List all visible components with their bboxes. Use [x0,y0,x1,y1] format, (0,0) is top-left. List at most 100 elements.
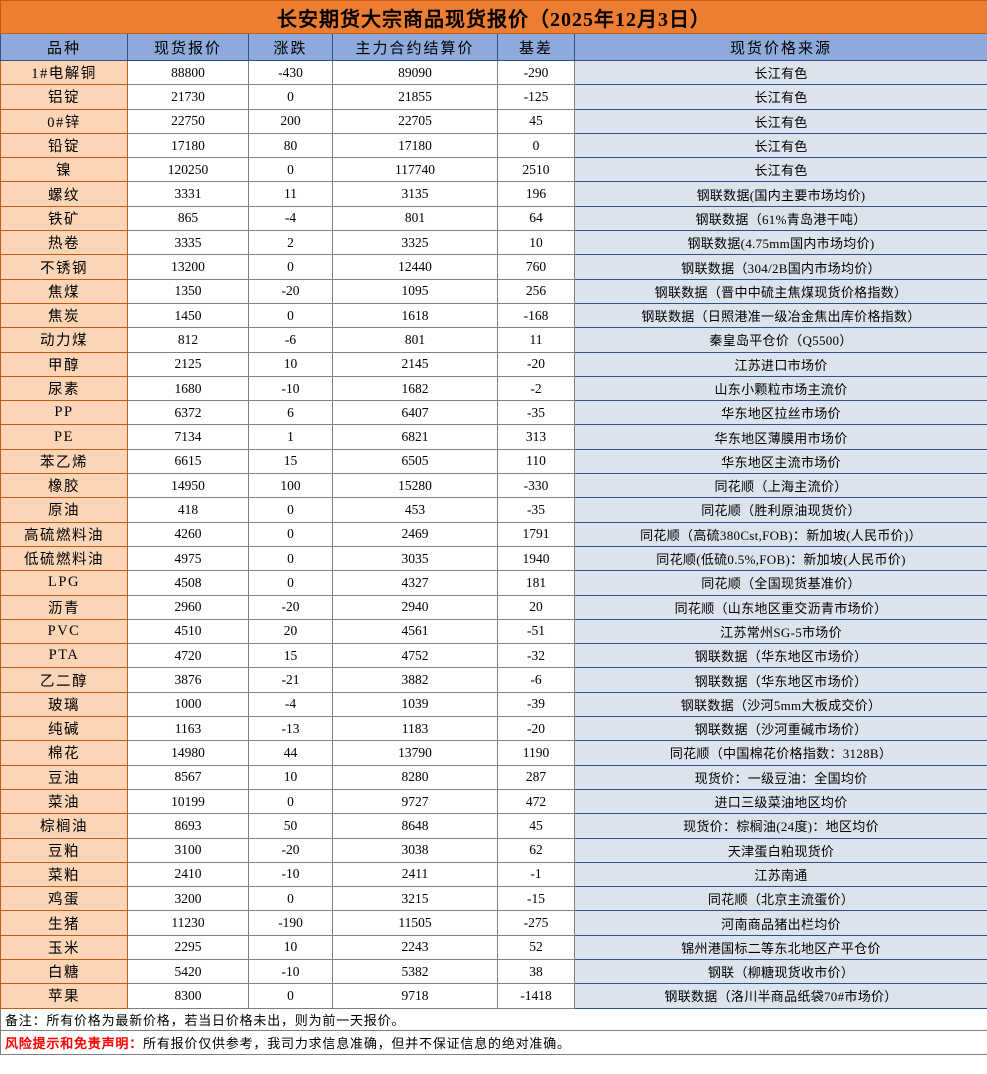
cell-settlement: 17180 [332,132,498,159]
cell-spot-price: 21730 [127,84,249,110]
cell-settlement: 15280 [332,473,498,499]
table-row: 棕榈油 8693 50 8648 45 现货价：棕榈油(24度)：地区均价 [0,813,987,839]
cell-basis: 1940 [497,545,575,572]
cell-variety: 苯乙烯 [0,448,128,475]
cell-variety: PTA [0,643,128,669]
cell-source: 现货价：一级豆油：全国均价 [573,764,987,790]
cell-variety: 甲醇 [0,351,128,377]
table-row: 低硫燃料油 4975 0 3035 1940 同花顺(低硫0.5%,FOB)：新加坡(人民… [0,545,987,572]
cell-source: 钢联数据(国内主要市场均价) [573,181,987,207]
table-foot: 备注：所有价格为最新价格，若当日价格未出，则为前一天报价。 风险提示和免责声明：… [0,1007,987,1055]
table-row: 铁矿 865 -4 801 64 钢联数据（61%青岛港干吨） [0,205,987,232]
table-row: 白糖 5420 -10 5382 38 钢联（柳糖现货收市价） [0,958,987,985]
cell-settlement: 5382 [332,958,498,985]
cell-settlement: 453 [332,497,498,523]
cell-variety: 低硫燃料油 [0,545,128,572]
cell-change: 6 [248,400,333,426]
cell-change: 0 [248,521,333,547]
cell-variety: PVC [0,618,128,645]
cell-change: -20 [248,594,333,620]
cell-basis: -290 [497,59,575,86]
table-row: 苯乙烯 6615 15 6505 110 华东地区主流市场价 [0,448,987,475]
cell-change: 44 [248,740,333,766]
cell-change: 200 [248,108,333,134]
cell-variety: PP [0,400,128,426]
cell-basis: -51 [497,618,575,645]
cell-basis: -1418 [497,983,575,1009]
cell-basis: -168 [497,302,575,329]
cell-source: 华东地区薄膜用市场价 [573,424,987,450]
cell-spot-price: 1000 [127,691,249,718]
cell-settlement: 2940 [332,594,498,620]
cell-basis: 0 [497,132,575,159]
table-row: PE 7134 1 6821 313 华东地区薄膜用市场价 [0,424,987,450]
cell-variety: 菜粕 [0,861,128,888]
cell-source: 钢联数据（华东地区市场价） [573,643,987,669]
column-header-change: 涨跌 [248,33,333,61]
cell-change: 0 [248,788,333,815]
cell-variety: 棉花 [0,740,128,766]
cell-basis: 1190 [497,740,575,766]
cell-variety: 玉米 [0,934,128,960]
table-row: 玻璃 1000 -4 1039 -39 钢联数据（沙河5mm大板成交价） [0,691,987,718]
cell-spot-price: 6372 [127,400,249,426]
cell-settlement: 4561 [332,618,498,645]
cell-source: 同花顺（北京主流蛋价） [573,886,987,912]
cell-change: 50 [248,813,333,839]
cell-variety: 焦煤 [0,278,128,304]
cell-spot-price: 1163 [127,716,249,742]
cell-source: 天津蛋白粕现货价 [573,837,987,863]
cell-change: 11 [248,181,333,207]
cell-variety: 动力煤 [0,327,128,353]
cell-source: 同花顺（中国棉花价格指数：3128B） [573,740,987,766]
cell-spot-price: 3335 [127,230,249,256]
cell-basis: 11 [497,327,575,353]
cell-change: 100 [248,473,333,499]
cell-source: 华东地区拉丝市场价 [573,400,987,426]
table-body: 1#电解铜 88800 -430 89090 -290 长江有色 铝锭 21730 0 21855… [0,59,987,1009]
cell-change: 0 [248,886,333,912]
cell-spot-price: 1450 [127,302,249,329]
cell-change: -13 [248,716,333,742]
table-row: 动力煤 812 -6 801 11 秦皇岛平仓价（Q5500） [0,327,987,353]
table-row: PVC 4510 20 4561 -51 江苏常州SG-5市场价 [0,618,987,645]
cell-basis: -330 [497,473,575,499]
cell-basis: 472 [497,788,575,815]
cell-source: 锦州港国标二等东北地区产平仓价 [573,934,987,960]
cell-settlement: 2411 [332,861,498,888]
cell-spot-price: 1350 [127,278,249,304]
table-row: 焦炭 1450 0 1618 -168 钢联数据（日照港准一级冶金焦出库价格指数） [0,302,987,329]
cell-settlement: 6505 [332,448,498,475]
cell-change: -10 [248,375,333,402]
cell-variety: 原油 [0,497,128,523]
table-row: 菜油 10199 0 9727 472 进口三级菜油地区均价 [0,788,987,815]
cell-basis: 1791 [497,521,575,547]
cell-settlement: 3215 [332,886,498,912]
cell-source: 华东地区主流市场价 [573,448,987,475]
cell-variety: 苹果 [0,983,128,1009]
cell-basis: 10 [497,230,575,256]
cell-source: 钢联数据（晋中中硫主焦煤现货价格指数） [573,278,987,304]
cell-spot-price: 2410 [127,861,249,888]
cell-basis: 313 [497,424,575,450]
cell-variety: 铝锭 [0,84,128,110]
cell-variety: 沥青 [0,594,128,620]
table-row: PTA 4720 15 4752 -32 钢联数据（华东地区市场价） [0,643,987,669]
cell-change: -21 [248,667,333,693]
cell-variety: 菜油 [0,788,128,815]
cell-basis: 45 [497,813,575,839]
cell-variety: 玻璃 [0,691,128,718]
cell-settlement: 1095 [332,278,498,304]
cell-variety: 尿素 [0,375,128,402]
cell-settlement: 8280 [332,764,498,790]
cell-source: 同花顺（全国现货基准价） [573,570,987,596]
cell-change: 80 [248,132,333,159]
cell-variety: 高硫燃料油 [0,521,128,547]
column-header-settlement: 主力合约结算价 [332,33,498,61]
cell-spot-price: 3331 [127,181,249,207]
cell-basis: 2510 [497,157,575,183]
cell-source: 钢联数据(4.75mm国内市场均价) [573,230,987,256]
cell-spot-price: 3876 [127,667,249,693]
cell-change: 0 [248,84,333,110]
table-row: 沥青 2960 -20 2940 20 同花顺（山东地区重交沥青市场价） [0,594,987,620]
